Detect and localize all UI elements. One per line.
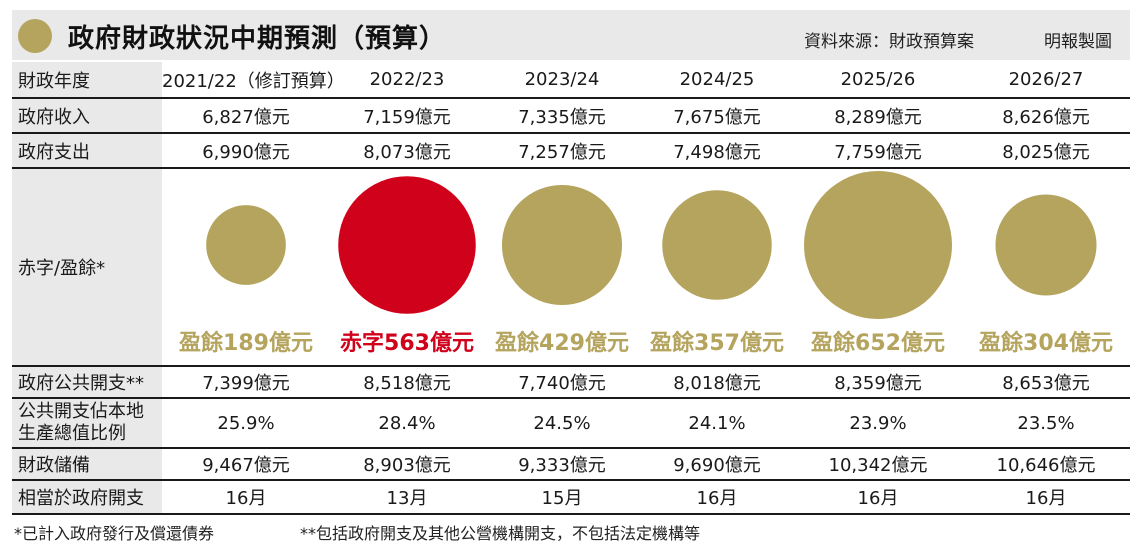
table-cell: 6,827億元 xyxy=(202,106,290,128)
surplus-bubble xyxy=(501,184,623,306)
chart-title: 政府財政狀況中期預測（預算） xyxy=(68,24,447,54)
column-header: 2024/25 xyxy=(679,69,755,90)
balance-data-label: 赤字563億元 xyxy=(340,330,474,356)
column-header: 2021/22（修訂預算） xyxy=(162,70,345,92)
table-cell: 7,399億元 xyxy=(202,373,290,394)
table-cell: 15月 xyxy=(541,488,583,509)
table-row: 政府支出 6,990億元 8,073億元 7,257億元 7,498億元 7,7… xyxy=(12,133,1130,168)
table-row: 公共開支佔本地 生產總值比例 25.9% 28.4% 24.5% 24.1% 2… xyxy=(12,398,1130,448)
table-cell: 16月 xyxy=(225,488,267,509)
table-cell: 16月 xyxy=(1025,488,1067,509)
table-cell: 8,518億元 xyxy=(363,373,451,394)
table-cell: 9,690億元 xyxy=(673,455,761,476)
table-cell: 8,359億元 xyxy=(834,373,922,394)
table-row: 相當於政府開支 16月 13月 15月 16月 16月 16月 xyxy=(12,480,1130,514)
surplus-bubble xyxy=(995,194,1097,296)
table-cell: 13月 xyxy=(386,488,428,509)
balance-data-label: 盈餘189億元 xyxy=(178,330,313,356)
table-cell: 28.4% xyxy=(378,412,436,434)
table-cell: 16月 xyxy=(696,488,738,509)
table-cell: 16月 xyxy=(857,488,899,509)
table-cell: 8,289億元 xyxy=(834,106,922,128)
balance-data-label: 盈餘429億元 xyxy=(494,330,629,356)
balance-row: 赤字/盈餘* xyxy=(12,168,1130,366)
deficit-bubble xyxy=(338,176,476,314)
balance-data-label: 盈餘304億元 xyxy=(978,330,1113,356)
footnote-1: *已計入政府發行及償還債券 xyxy=(14,524,215,543)
balance-data-label: 盈餘357億元 xyxy=(649,330,784,356)
table-cell: 7,335億元 xyxy=(518,106,606,128)
column-header: 2025/26 xyxy=(840,69,916,90)
table-row: 政府公共開支** 7,399億元 8,518億元 7,740億元 8,018億元… xyxy=(12,366,1130,398)
chart-credit: 明報製圖 xyxy=(1044,32,1112,52)
table-cell: 8,025億元 xyxy=(1002,141,1090,163)
logo-dot-icon xyxy=(18,19,52,53)
row-label: 財政儲備 xyxy=(12,448,162,480)
table-row: 政府收入 6,827億元 7,159億元 7,335億元 7,675億元 8,2… xyxy=(12,98,1130,133)
table-cell: 24.1% xyxy=(688,412,746,434)
fiscal-table: 財政年度 2021/22（修訂預算） 2022/23 2023/24 2024/… xyxy=(12,62,1130,515)
table-cell: 8,653億元 xyxy=(1002,373,1090,394)
table-cell: 23.9% xyxy=(849,412,907,434)
row-label: 政府公共開支** xyxy=(12,366,162,398)
data-source: 資料來源：財政預算案 xyxy=(804,32,974,52)
chart-header: 政府財政狀況中期預測（預算） 資料來源：財政預算案 明報製圖 xyxy=(12,10,1130,60)
table-cell: 23.5% xyxy=(1017,412,1075,434)
balance-bubbles: 盈餘189億元 赤字563億元 盈餘429億元 盈餘357億元 盈餘652億元 盈餘304… xyxy=(178,171,1113,356)
table-cell: 7,257億元 xyxy=(518,141,606,163)
row-label-line: 生產總值比例 xyxy=(18,423,126,444)
header-label: 財政年度 xyxy=(12,62,162,98)
table-cell: 8,018億元 xyxy=(673,373,761,394)
table-cell: 8,626億元 xyxy=(1002,106,1090,128)
column-header: 2026/27 xyxy=(1008,69,1084,90)
balance-data-label: 盈餘652億元 xyxy=(810,330,945,356)
balance-label: 赤字/盈餘* xyxy=(12,168,162,366)
table-row: 財政儲備 9,467億元 8,903億元 9,333億元 9,690億元 10,… xyxy=(12,448,1130,480)
table-cell: 8,073億元 xyxy=(363,141,451,163)
table-cell: 10,342億元 xyxy=(828,455,928,476)
row-label: 政府收入 xyxy=(12,98,162,133)
header-row: 財政年度 2021/22（修訂預算） 2022/23 2023/24 2024/… xyxy=(12,62,1130,98)
table-cell: 9,467億元 xyxy=(202,455,290,476)
row-label: 公共開支佔本地 生產總值比例 xyxy=(12,398,162,448)
table-cell: 9,333億元 xyxy=(518,455,606,476)
table-cell: 24.5% xyxy=(533,412,591,434)
surplus-bubble xyxy=(206,205,286,285)
footnote-2: **包括政府開支及其他公營機構開支，不包括法定機構等 xyxy=(300,524,701,543)
table-cell: 7,675億元 xyxy=(673,106,761,128)
table-cell: 6,990億元 xyxy=(202,141,290,163)
table-cell: 8,903億元 xyxy=(363,455,451,476)
table-cell: 7,159億元 xyxy=(363,106,451,128)
row-label: 相當於政府開支 xyxy=(12,480,162,514)
column-header: 2022/23 xyxy=(369,69,445,90)
column-header: 2023/24 xyxy=(524,69,600,90)
table-cell: 25.9% xyxy=(217,412,275,434)
surplus-bubble xyxy=(662,190,772,300)
row-label-line: 公共開支佔本地 xyxy=(18,401,144,422)
table-cell: 7,498億元 xyxy=(673,141,761,163)
table-cell: 10,646億元 xyxy=(996,455,1096,476)
table-cell: 7,740億元 xyxy=(518,373,606,394)
row-label: 政府支出 xyxy=(12,133,162,168)
surplus-bubble xyxy=(804,171,952,319)
table-cell: 7,759億元 xyxy=(834,141,922,163)
